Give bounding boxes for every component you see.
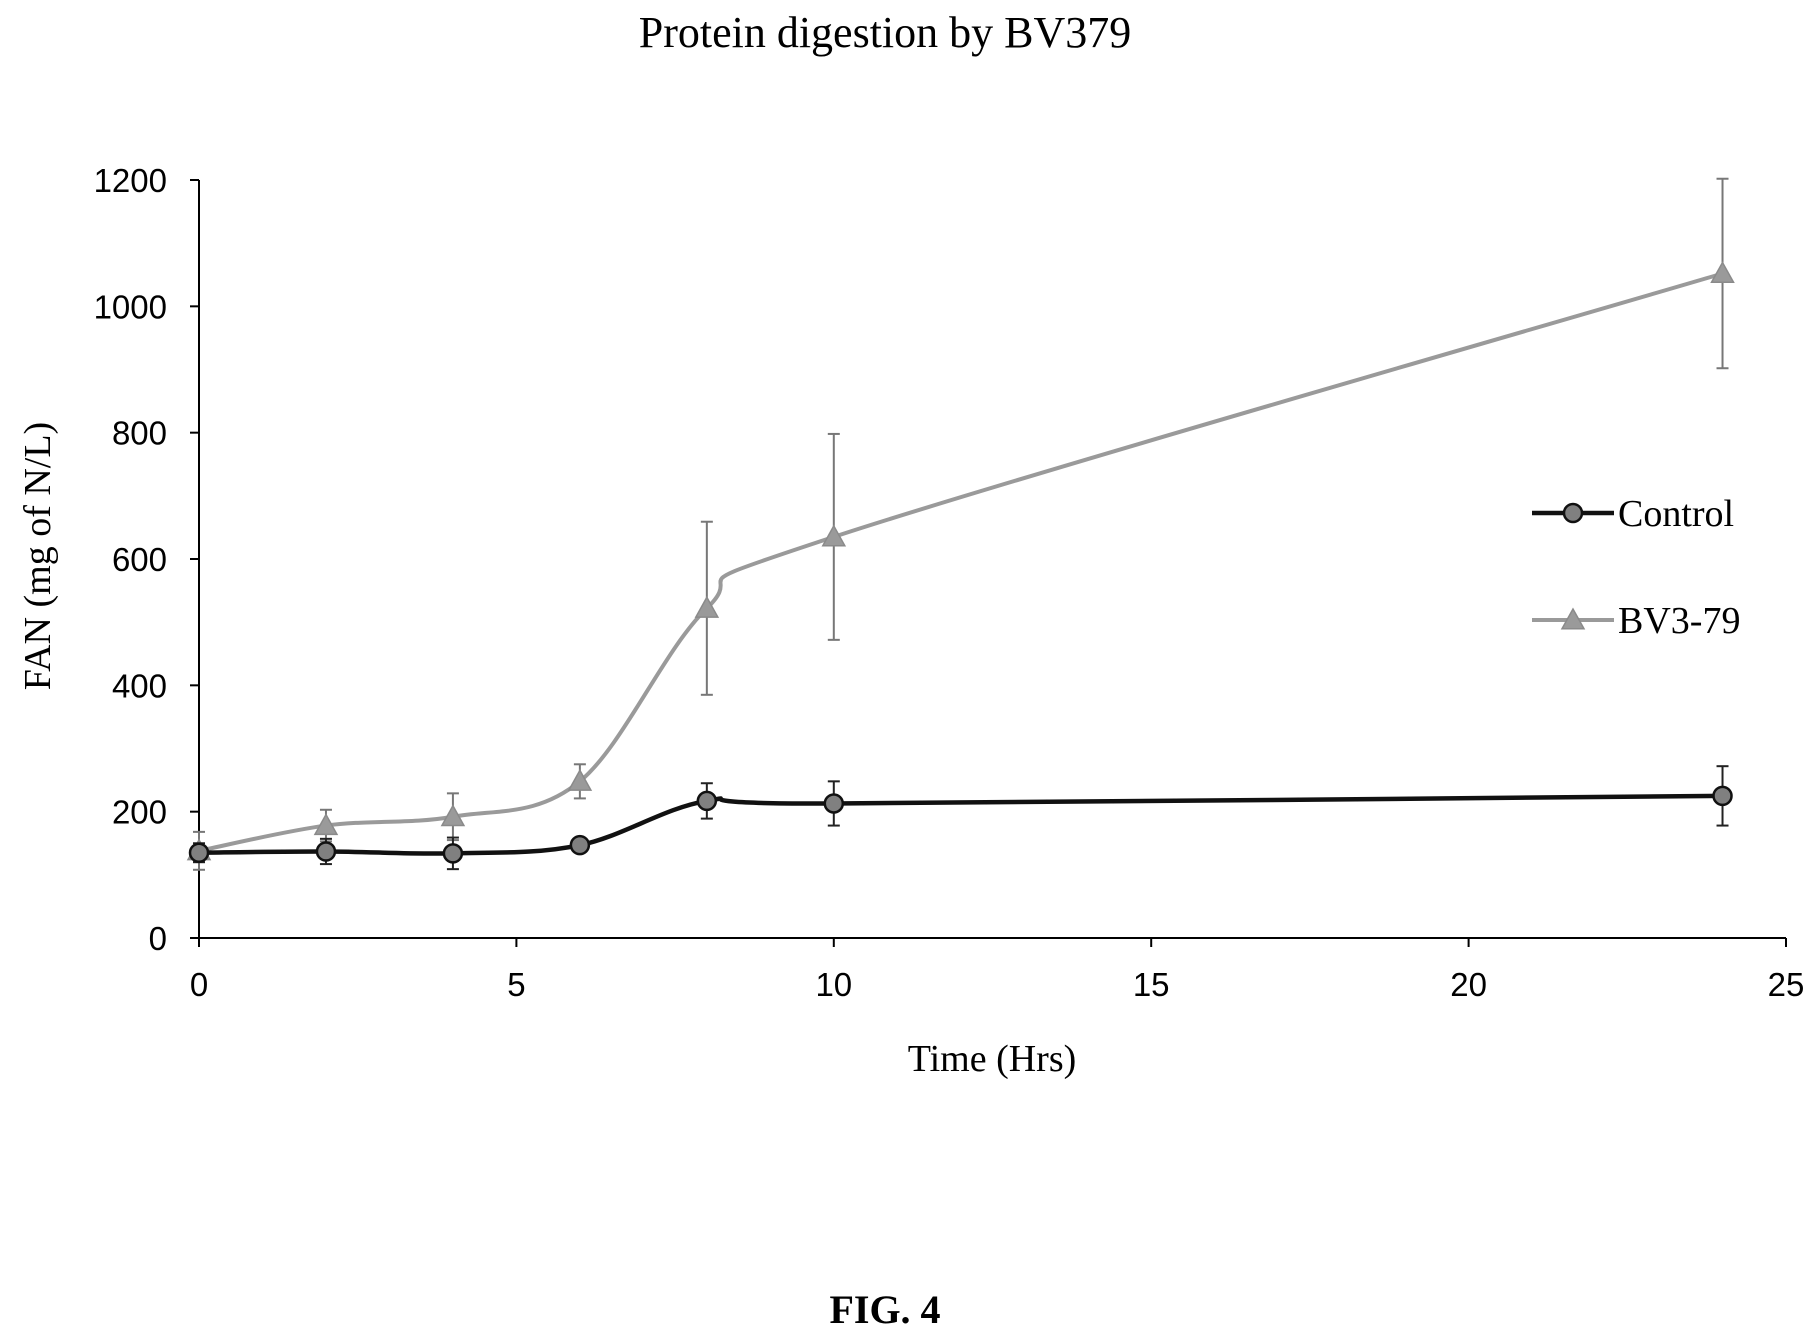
data-point-triangle (567, 768, 593, 791)
data-point-triangle (821, 524, 847, 547)
legend: Control BV3-79 (1532, 493, 1740, 642)
x-tick-label: 15 (1133, 966, 1170, 1003)
figure-caption: FIG. 4 (829, 1287, 940, 1332)
series-bv3-79 (186, 177, 1735, 871)
y-tick-label: 0 (149, 920, 167, 957)
chart-title: Protein digestion by BV379 (639, 8, 1132, 57)
data-point-triangle (694, 595, 720, 618)
data-point-circle (569, 834, 591, 856)
y-tick-label: 1200 (94, 162, 167, 199)
data-point-circle (315, 841, 337, 862)
y-tick-label: 400 (112, 667, 167, 704)
data-point-triangle (313, 813, 339, 836)
data-point-circle (1712, 785, 1733, 807)
y-tick-label: 600 (112, 541, 167, 578)
y-tick-label: 800 (112, 415, 167, 452)
axis-ticks: 0 200 400 600 800 1000 1200 0 5 10 15 20 25 (94, 162, 1805, 1003)
legend-item-bv3-79: BV3-79 (1532, 600, 1740, 642)
series-line (198, 271, 1724, 853)
x-tick-label: 0 (190, 966, 208, 1003)
series-control (188, 765, 1733, 871)
data-point-triangle (440, 804, 466, 827)
series-layer (186, 177, 1735, 871)
data-point-circle (823, 793, 845, 814)
legend-label: BV3-79 (1618, 600, 1740, 642)
legend-marker (1560, 607, 1586, 630)
y-axis-label: FAN (mg of N/L) (17, 422, 59, 690)
data-point-circle (188, 842, 210, 863)
x-tick-label: 25 (1768, 966, 1805, 1003)
legend-item-control: Control (1532, 493, 1734, 535)
x-tick-label: 5 (507, 966, 525, 1003)
x-tick-label: 10 (815, 966, 852, 1003)
data-point-circle (696, 790, 718, 812)
legend-marker (1562, 502, 1584, 524)
series-line (198, 793, 1723, 856)
data-point-circle (442, 843, 464, 864)
y-tick-label: 1000 (94, 288, 167, 325)
axes (198, 180, 1786, 939)
x-axis-label: Time (Hrs) (908, 1038, 1077, 1080)
data-point-triangle (1710, 260, 1735, 284)
x-tick-label: 20 (1450, 966, 1487, 1003)
y-tick-label: 200 (112, 794, 167, 831)
legend-label: Control (1618, 493, 1734, 535)
